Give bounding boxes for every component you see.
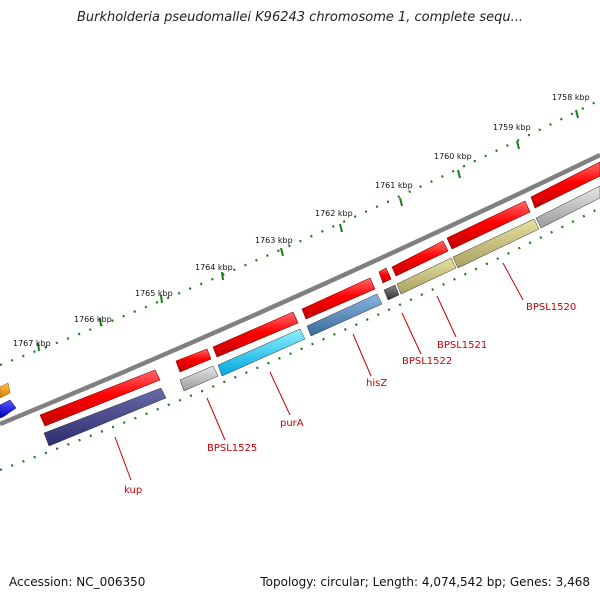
tick-1762 — [339, 223, 343, 233]
label-hisz: hisZ — [366, 378, 387, 389]
summary-text: Topology: circular; Length: 4,074,542 bp… — [260, 575, 590, 589]
scale-label-1759: 1759 kbp — [493, 123, 531, 132]
scale-labels: 1758 kbp 1759 kbp 1760 kbp 1761 kbp 1762… — [13, 93, 590, 348]
tick-1765 — [160, 294, 163, 304]
gene-partial-orange — [0, 382, 11, 399]
gene-bpsl1525 — [179, 365, 219, 392]
reverse-genes — [43, 185, 600, 447]
gene-forward-2 — [175, 348, 212, 373]
gene-bpsl1520 — [452, 218, 540, 269]
scale-label-1766: 1766 kbp — [74, 315, 112, 324]
gene-forward-1 — [39, 369, 161, 427]
leader-pura — [269, 371, 291, 416]
outer-scale-track — [0, 99, 600, 367]
tick-1758 — [575, 109, 579, 119]
gene-bpsl1522 — [383, 284, 400, 301]
gene-pura — [217, 328, 306, 377]
gene-hisz — [306, 293, 383, 337]
forward-genes — [39, 161, 600, 427]
gene-partial-blue — [0, 399, 17, 419]
scale-label-1762: 1762 kbp — [315, 209, 353, 218]
gene-forward-8 — [530, 161, 600, 209]
scale-label-1758: 1758 kbp — [552, 93, 590, 102]
gene-forward-5 — [378, 267, 392, 284]
label-bpsl1525: BPSL1525 — [207, 443, 257, 454]
gene-kup — [43, 387, 167, 447]
gene-reverse-end — [535, 185, 600, 229]
tick-1767 — [37, 342, 40, 352]
scale-label-1764: 1764 kbp — [195, 263, 233, 272]
leader-bpsl1521 — [436, 295, 457, 338]
label-bpsl1522: BPSL1522 — [402, 356, 452, 367]
scale-label-1761: 1761 kbp — [375, 181, 413, 190]
gene-forward-4 — [301, 277, 376, 320]
tick-1759 — [516, 140, 520, 150]
gene-forward-6 — [391, 240, 449, 277]
gene-forward-3 — [212, 311, 299, 358]
label-pura: purA — [280, 418, 304, 429]
scale-label-1763: 1763 kbp — [255, 236, 293, 245]
chromosome-backbone — [0, 152, 600, 427]
tick-1761 — [399, 197, 403, 207]
leader-bpsl1525 — [206, 397, 226, 441]
tick-1760 — [457, 169, 461, 179]
map-title: Burkholderia pseudomallei K96243 chromos… — [76, 10, 524, 25]
major-ticks — [37, 109, 579, 352]
tick-1764 — [221, 271, 224, 281]
accession-text: Accession: NC_006350 — [9, 575, 146, 589]
leader-kup — [114, 436, 132, 481]
gene-bpsl1521 — [396, 257, 457, 295]
tick-1766 — [99, 317, 102, 327]
gene-forward-7 — [446, 200, 531, 250]
label-bpsl1521: BPSL1521 — [437, 340, 487, 351]
scale-label-1767: 1767 kbp — [13, 339, 51, 348]
label-kup: kup — [124, 485, 142, 496]
scale-label-1760: 1760 kbp — [434, 152, 472, 161]
label-leaders — [114, 262, 524, 481]
scale-label-1765: 1765 kbp — [135, 289, 173, 298]
leader-bpsl1522 — [401, 312, 422, 355]
gene-labels: kup BPSL1525 purA hisZ BPSL1522 BPSL1521… — [124, 302, 576, 496]
label-bpsl1520: BPSL1520 — [526, 302, 576, 313]
tick-1763 — [280, 247, 284, 257]
leader-bpsl1520 — [502, 262, 524, 301]
leader-hisz — [352, 333, 372, 377]
